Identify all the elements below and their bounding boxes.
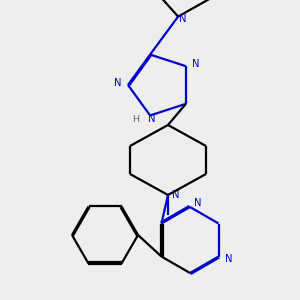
Text: N: N [194, 198, 202, 208]
Text: H: H [133, 115, 140, 124]
Text: N: N [114, 78, 122, 88]
Text: N: N [192, 59, 200, 69]
Text: N: N [179, 14, 187, 24]
Text: N: N [148, 114, 156, 124]
Text: N: N [225, 254, 232, 265]
Text: N: N [172, 190, 180, 200]
